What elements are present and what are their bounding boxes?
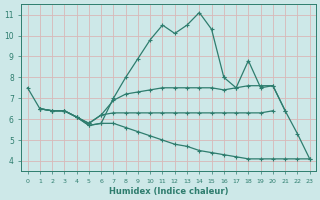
X-axis label: Humidex (Indice chaleur): Humidex (Indice chaleur) bbox=[109, 187, 228, 196]
